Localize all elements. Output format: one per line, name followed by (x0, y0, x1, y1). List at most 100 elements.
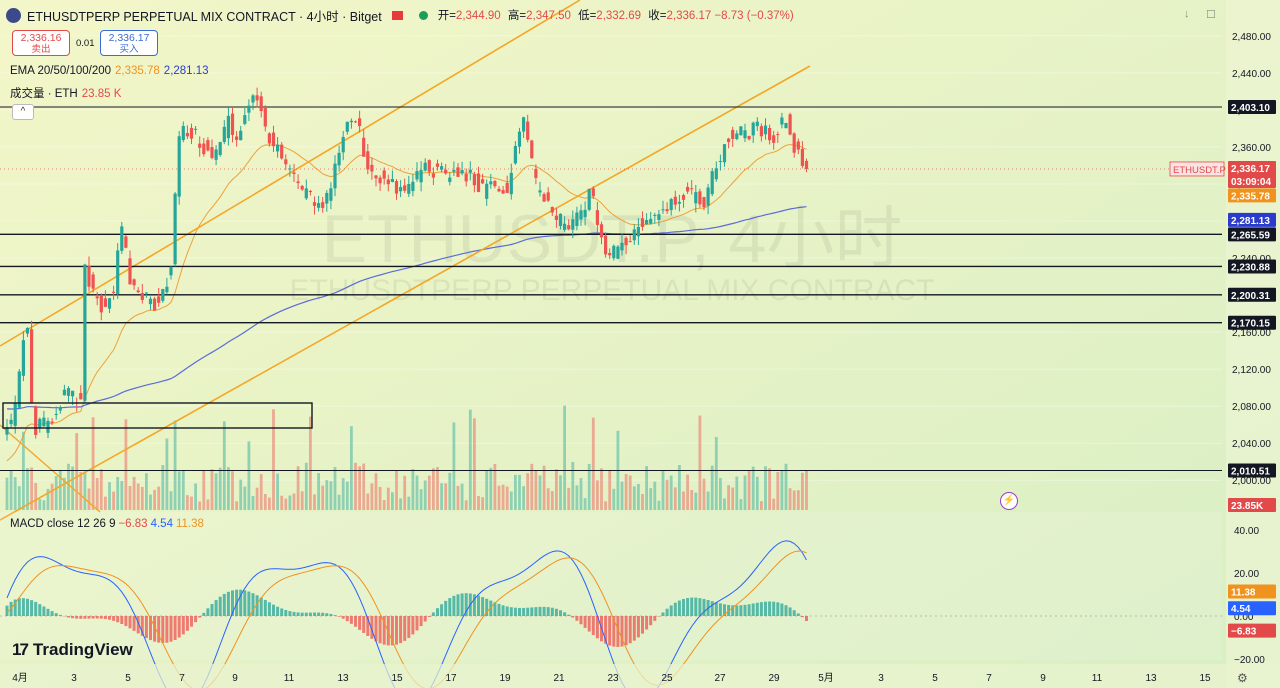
candle-body[interactable] (345, 121, 349, 132)
candle-body[interactable] (472, 174, 476, 186)
candle-body[interactable] (718, 160, 722, 162)
candle-body[interactable] (452, 169, 456, 172)
candle-body[interactable] (710, 171, 714, 195)
candle-body[interactable] (128, 258, 132, 285)
candle-body[interactable] (17, 371, 21, 408)
candle-body[interactable] (263, 108, 267, 127)
candle-body[interactable] (497, 188, 501, 192)
candle-body[interactable] (5, 427, 9, 435)
candle-body[interactable] (374, 175, 378, 179)
candle-body[interactable] (558, 213, 563, 226)
candle-body[interactable] (243, 115, 247, 124)
volume-legend[interactable]: 成交量 · ETH 23.85 K (10, 85, 121, 101)
candle-body[interactable] (136, 290, 140, 293)
candle-body[interactable] (804, 160, 809, 169)
candle-body[interactable] (210, 147, 214, 158)
candle-body[interactable] (358, 118, 362, 127)
candle-body[interactable] (271, 132, 276, 147)
candle-body[interactable] (140, 293, 144, 300)
candle-body[interactable] (796, 141, 800, 150)
candle-body[interactable] (640, 218, 645, 227)
candle-body[interactable] (198, 143, 202, 148)
candle-body[interactable] (353, 121, 358, 123)
candle-body[interactable] (735, 133, 739, 140)
flag-icon[interactable] (391, 10, 403, 20)
candle-body[interactable] (759, 126, 763, 137)
candle-body[interactable] (435, 163, 440, 167)
candle-body[interactable] (632, 229, 636, 241)
candle-body[interactable] (661, 209, 665, 211)
candle-body[interactable] (165, 286, 169, 293)
candle-body[interactable] (362, 137, 366, 157)
candle-body[interactable] (13, 403, 17, 426)
candle-body[interactable] (554, 215, 558, 220)
candle-body[interactable] (517, 131, 522, 147)
candle-body[interactable] (731, 129, 735, 139)
tradingview-logo[interactable]: 17 TradingView (12, 640, 133, 660)
candle-body[interactable] (226, 115, 230, 139)
candle-body[interactable] (423, 162, 427, 171)
candle-body[interactable] (30, 329, 34, 404)
candle-body[interactable] (276, 144, 280, 152)
candle-body[interactable] (546, 192, 550, 201)
candle-body[interactable] (747, 135, 751, 140)
candle-body[interactable] (267, 133, 271, 144)
candle-body[interactable] (763, 125, 768, 135)
candle-body[interactable] (665, 209, 669, 212)
candle-body[interactable] (71, 390, 75, 397)
candle-body[interactable] (456, 167, 460, 177)
candle-body[interactable] (173, 193, 177, 265)
candle-body[interactable] (370, 164, 374, 172)
candle-body[interactable] (34, 406, 38, 435)
candle-body[interactable] (46, 420, 50, 433)
candle-body[interactable] (444, 169, 448, 174)
candle-body[interactable] (780, 117, 784, 125)
candle-body[interactable] (476, 173, 481, 192)
candle-body[interactable] (87, 265, 91, 287)
candle-body[interactable] (83, 264, 87, 401)
buy-button[interactable]: 2,336.17 买入 (100, 30, 158, 56)
candle-body[interactable] (567, 225, 571, 230)
candle-body[interactable] (690, 188, 694, 190)
candle-body[interactable] (509, 172, 513, 195)
candle-body[interactable] (300, 185, 304, 190)
candle-body[interactable] (153, 298, 157, 311)
candle-body[interactable] (481, 179, 485, 184)
candle-body[interactable] (341, 136, 345, 153)
candle-body[interactable] (333, 163, 337, 189)
candle-body[interactable] (284, 159, 288, 165)
candle-body[interactable] (99, 295, 103, 313)
candle-body[interactable] (239, 130, 243, 141)
candle-body[interactable] (431, 173, 435, 178)
candle-body[interactable] (206, 140, 210, 151)
candle-body[interactable] (702, 197, 706, 208)
candle-body[interactable] (505, 182, 509, 193)
candle-body[interactable] (411, 181, 415, 192)
candle-body[interactable] (415, 170, 419, 180)
candle-body[interactable] (657, 214, 661, 220)
candle-body[interactable] (628, 241, 632, 243)
candle-body[interactable] (317, 203, 321, 208)
candle-body[interactable] (440, 166, 444, 170)
candle-body[interactable] (349, 120, 353, 123)
candle-body[interactable] (550, 206, 554, 213)
candle-body[interactable] (54, 413, 58, 415)
candle-body[interactable] (784, 122, 788, 129)
candle-body[interactable] (526, 121, 530, 140)
candle-body[interactable] (727, 138, 731, 142)
candle-body[interactable] (161, 289, 165, 301)
candle-body[interactable] (612, 245, 616, 259)
candle-body[interactable] (669, 199, 673, 211)
candle-body[interactable] (534, 168, 538, 178)
candle-body[interactable] (91, 274, 95, 289)
candle-body[interactable] (571, 219, 575, 230)
candle-body[interactable] (120, 226, 124, 251)
settings-gear-icon[interactable]: ⚙ (1237, 671, 1248, 685)
candle-body[interactable] (530, 140, 534, 159)
candle-body[interactable] (259, 96, 263, 112)
candle-body[interactable] (538, 190, 542, 193)
candle-body[interactable] (148, 298, 153, 305)
candle-body[interactable] (366, 151, 370, 170)
candle-body[interactable] (714, 168, 718, 180)
candle-body[interactable] (103, 298, 107, 307)
